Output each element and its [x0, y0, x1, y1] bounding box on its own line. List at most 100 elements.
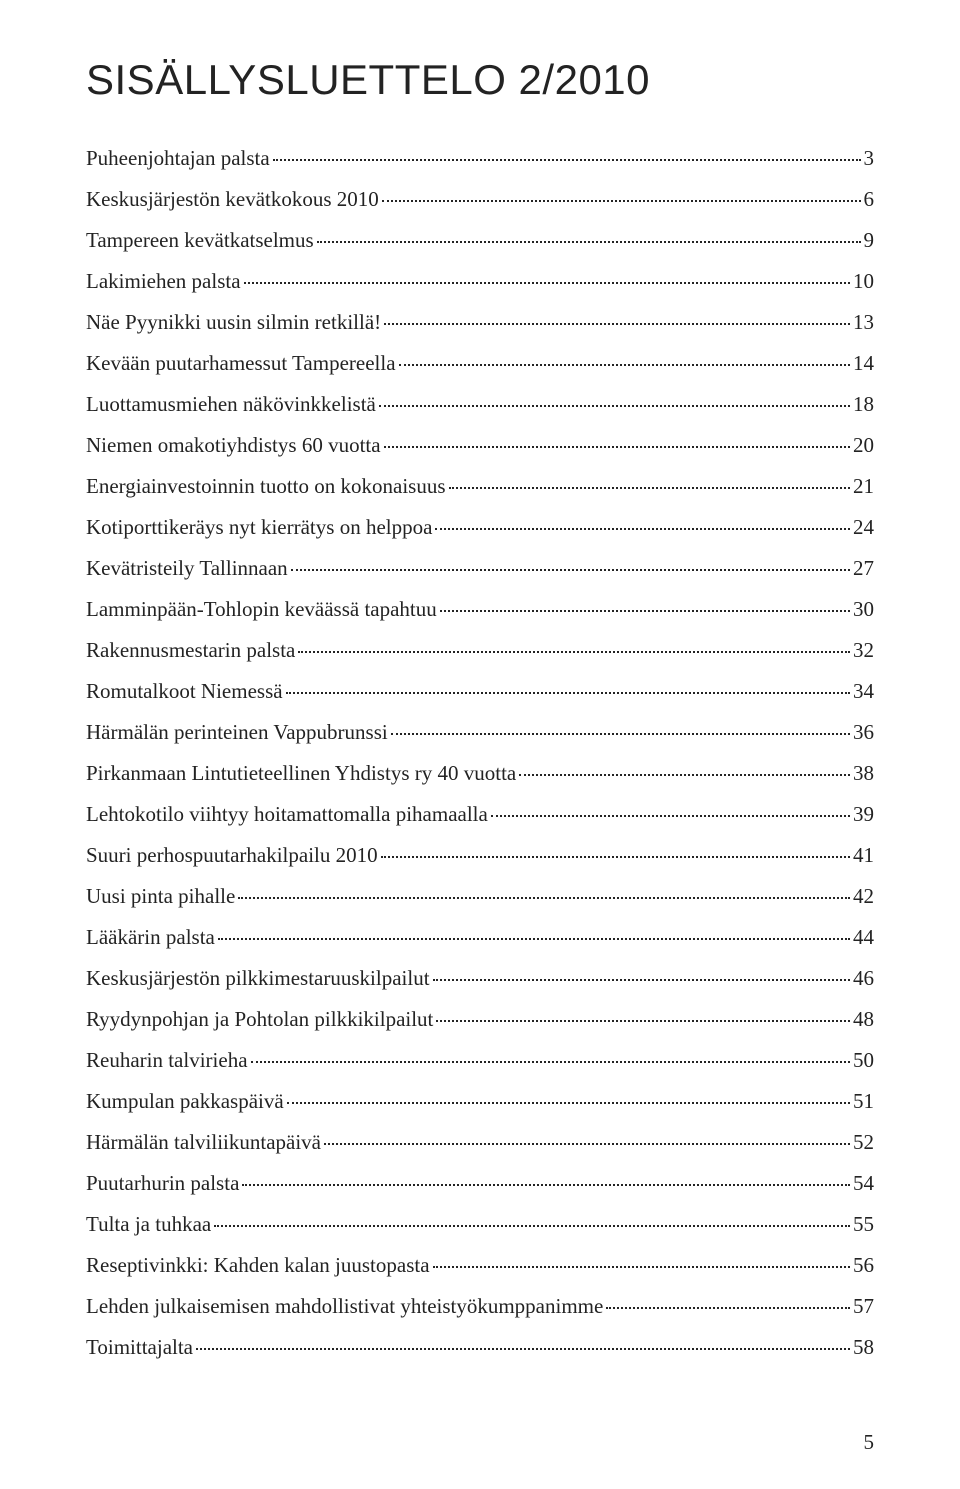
- toc-entry-label: Kumpulan pakkaspäivä: [86, 1081, 284, 1122]
- toc-entry-label: Kotiporttikeräys nyt kierrätys on helppo…: [86, 507, 432, 548]
- toc-entry: Keskusjärjestön pilkkimestaruuskilpailut…: [86, 958, 874, 999]
- toc-entry: Romutalkoot Niemessä 34: [86, 671, 874, 712]
- toc-entry: Lakimiehen palsta 10: [86, 261, 874, 302]
- toc-entry-page: 13: [853, 302, 874, 343]
- toc-entry-page: 36: [853, 712, 874, 753]
- toc-entry: Tampereen kevätkatselmus 9: [86, 220, 874, 261]
- toc-entry-label: Lakimiehen palsta: [86, 261, 241, 302]
- page-title: SISÄLLYSLUETTELO 2/2010: [86, 56, 874, 104]
- toc-entry-page: 3: [864, 138, 875, 179]
- toc-entry-label: Lehden julkaisemisen mahdollistivat yhte…: [86, 1286, 603, 1327]
- toc-entry-page: 34: [853, 671, 874, 712]
- toc-entry-label: Tampereen kevätkatselmus: [86, 220, 314, 261]
- toc-entry-label: Härmälän talviliikuntapäivä: [86, 1122, 321, 1163]
- toc-entry-label: Luottamusmiehen näkövinkkelistä: [86, 384, 376, 425]
- toc-entry-page: 44: [853, 917, 874, 958]
- toc-entry: Puutarhurin palsta54: [86, 1163, 874, 1204]
- toc-leader: [435, 528, 850, 530]
- toc-entry-page: 27: [853, 548, 874, 589]
- toc-leader: [436, 1020, 850, 1022]
- toc-entry: Näe Pyynikki uusin silmin retkillä!13: [86, 302, 874, 343]
- toc-entry: Toimittajalta 58: [86, 1327, 874, 1368]
- toc-leader: [384, 323, 850, 325]
- toc-entry: Lääkärin palsta 44: [86, 917, 874, 958]
- toc-entry: Lehtokotilo viihtyy hoitamattomalla piha…: [86, 794, 874, 835]
- toc-leader: [286, 692, 850, 694]
- toc-entry: Pirkanmaan Lintutieteellinen Yhdistys ry…: [86, 753, 874, 794]
- toc-entry-page: 14: [853, 343, 874, 384]
- toc-entry: Energiainvestoinnin tuotto on kokonaisuu…: [86, 466, 874, 507]
- toc-entry-label: Lehtokotilo viihtyy hoitamattomalla piha…: [86, 794, 488, 835]
- toc-entry-page: 39: [853, 794, 874, 835]
- toc-entry: Reseptivinkki: Kahden kalan juustopasta 5…: [86, 1245, 874, 1286]
- toc-leader: [391, 733, 850, 735]
- toc-entry-page: 38: [853, 753, 874, 794]
- toc-leader: [449, 487, 850, 489]
- toc-entry-label: Keskusjärjestön pilkkimestaruuskilpailut: [86, 958, 430, 999]
- toc-leader: [238, 897, 850, 899]
- toc-leader: [214, 1225, 850, 1227]
- toc-entry-page: 30: [853, 589, 874, 630]
- toc-entry-page: 46: [853, 958, 874, 999]
- toc-entry-page: 21: [853, 466, 874, 507]
- toc-entry: Suuri perhospuutarhakilpailu 201041: [86, 835, 874, 876]
- toc-entry-page: 10: [853, 261, 874, 302]
- toc-leader: [242, 1184, 850, 1186]
- toc-entry-label: Pirkanmaan Lintutieteellinen Yhdistys ry…: [86, 753, 516, 794]
- toc-entry-label: Toimittajalta: [86, 1327, 193, 1368]
- toc-entry-page: 41: [853, 835, 874, 876]
- toc-leader: [273, 159, 861, 161]
- toc-entry-page: 57: [853, 1286, 874, 1327]
- toc-leader: [287, 1102, 850, 1104]
- toc-entry-page: 18: [853, 384, 874, 425]
- toc-leader: [606, 1307, 850, 1309]
- toc-entry-page: 58: [853, 1327, 874, 1368]
- toc-leader: [251, 1061, 850, 1063]
- table-of-contents: Puheenjohtajan palsta3Keskusjärjestön ke…: [86, 138, 874, 1368]
- toc-entry: Reuharin talvirieha 50: [86, 1040, 874, 1081]
- toc-entry-page: 20: [853, 425, 874, 466]
- toc-entry: Lehden julkaisemisen mahdollistivat yhte…: [86, 1286, 874, 1327]
- toc-entry-label: Uusi pinta pihalle: [86, 876, 235, 917]
- toc-entry-label: Puutarhurin palsta: [86, 1163, 239, 1204]
- toc-entry-page: 9: [864, 220, 875, 261]
- toc-entry: Lamminpään-Tohlopin keväässä tapahtuu30: [86, 589, 874, 630]
- toc-entry-page: 42: [853, 876, 874, 917]
- toc-entry-label: Reuharin talvirieha: [86, 1040, 248, 1081]
- toc-entry: Niemen omakotiyhdistys 60 vuotta 20: [86, 425, 874, 466]
- toc-entry-page: 55: [853, 1204, 874, 1245]
- toc-entry-label: Kevään puutarhamessut Tampereella: [86, 343, 396, 384]
- toc-entry: Härmälän talviliikuntapäivä 52: [86, 1122, 874, 1163]
- toc-entry-page: 24: [853, 507, 874, 548]
- toc-leader: [317, 241, 861, 243]
- toc-entry: Keskusjärjestön kevätkokous 20106: [86, 179, 874, 220]
- toc-leader: [244, 282, 850, 284]
- toc-leader: [324, 1143, 850, 1145]
- toc-entry-label: Puheenjohtajan palsta: [86, 138, 270, 179]
- toc-entry-page: 48: [853, 999, 874, 1040]
- toc-leader: [382, 200, 861, 202]
- toc-entry-page: 32: [853, 630, 874, 671]
- toc-leader: [298, 651, 850, 653]
- toc-leader: [196, 1348, 850, 1350]
- toc-entry-page: 52: [853, 1122, 874, 1163]
- toc-entry-label: Romutalkoot Niemessä: [86, 671, 283, 712]
- toc-leader: [519, 774, 850, 776]
- toc-entry-label: Keskusjärjestön kevätkokous 2010: [86, 179, 379, 220]
- toc-leader: [491, 815, 850, 817]
- toc-leader: [381, 856, 850, 858]
- toc-entry-page: 50: [853, 1040, 874, 1081]
- toc-leader: [440, 610, 850, 612]
- toc-leader: [291, 569, 850, 571]
- toc-leader: [399, 364, 850, 366]
- toc-entry-page: 56: [853, 1245, 874, 1286]
- toc-leader: [433, 1266, 850, 1268]
- toc-entry-label: Reseptivinkki: Kahden kalan juustopasta: [86, 1245, 430, 1286]
- toc-entry-label: Lääkärin palsta: [86, 917, 215, 958]
- toc-leader: [384, 446, 850, 448]
- toc-leader: [218, 938, 850, 940]
- toc-entry-label: Niemen omakotiyhdistys 60 vuotta: [86, 425, 381, 466]
- toc-entry: Tulta ja tuhkaa 55: [86, 1204, 874, 1245]
- toc-entry-label: Tulta ja tuhkaa: [86, 1204, 211, 1245]
- toc-entry: Härmälän perinteinen Vappubrunssi36: [86, 712, 874, 753]
